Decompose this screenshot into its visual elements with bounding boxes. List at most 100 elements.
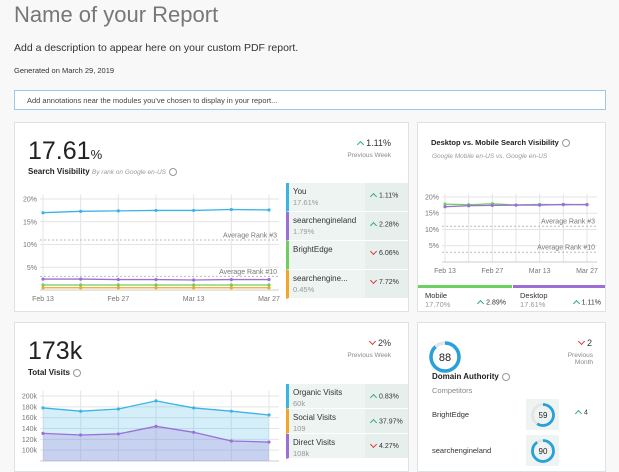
footer-value: 17.70% (425, 300, 451, 309)
legend-value: 109 (293, 424, 306, 433)
point (154, 424, 158, 428)
point (192, 278, 196, 282)
y-tick-label: 20% (425, 194, 439, 201)
change-value: 1.11% (366, 138, 391, 148)
metric: 17.61% (28, 137, 102, 166)
point (267, 413, 271, 417)
legend-change: 0.83% (365, 384, 408, 408)
change-arrow (477, 299, 485, 308)
change-arrow (368, 338, 377, 346)
reference-label: Average Rank #3 (223, 232, 277, 239)
ring-label: 88 (439, 352, 451, 364)
point (41, 283, 45, 287)
point (41, 286, 45, 290)
y-tick-label: 140k (22, 426, 38, 433)
competitor-name: BrightEdge (432, 410, 470, 419)
point (79, 409, 83, 413)
point (267, 440, 271, 444)
mobile-desktop-card: Desktop vs. Mobile Search Visibility Goo… (417, 122, 606, 312)
point (490, 203, 494, 208)
help-icon[interactable] (561, 139, 570, 148)
report-title: Name of your Report (14, 2, 219, 27)
point (116, 209, 120, 213)
card-subtitle: Google Mobile en-US vs. Google en-US (432, 153, 548, 160)
point (443, 205, 447, 209)
legend-row: searchengine... 0.45% 7.72% (286, 270, 408, 299)
period: Previous Month (567, 352, 593, 366)
x-tick-label: Feb 13 (32, 296, 54, 303)
point (41, 431, 45, 435)
ring: 90 (531, 439, 555, 463)
change-value: 7.72% (379, 279, 399, 286)
annotation-box[interactable]: Add annotations near the modules you've … (14, 90, 606, 110)
report-description: Add a description to appear here on your… (14, 42, 299, 54)
point (229, 409, 233, 413)
point (79, 286, 83, 290)
change-value: 37.97% (379, 418, 403, 426)
metric-label: Total Visits (28, 368, 81, 377)
change-arrow (357, 141, 365, 149)
legend-change: 2.28% (365, 212, 408, 240)
footer-item: Mobile 17.70% 2.89% (418, 285, 512, 311)
y-tick-label: 20% (23, 197, 37, 204)
change-arrow (369, 192, 378, 201)
footer-value: 17.61% (520, 300, 546, 309)
x-tick-label: Mar 27 (258, 296, 280, 303)
x-tick-label: Feb 27 (481, 268, 503, 275)
legend-value: 1.79% (293, 227, 315, 236)
y-tick-label: 120k (22, 437, 38, 444)
legend-name: BrightEdge (293, 245, 333, 254)
point (116, 283, 120, 287)
point (154, 277, 158, 282)
legend: You 17.61% 1.11% searchengineland 1.79% 2.28%… (286, 183, 408, 311)
change-arrow (577, 338, 586, 346)
chart: 5% 10% 15% 20% Average Rank #3 Average Rank #… (23, 194, 280, 303)
legend-row: BrightEdge 6.06% (286, 241, 408, 270)
point (192, 286, 196, 290)
chart-footer: Mobile 17.70% 2.89% Desktop 17.61% 1.11% (418, 285, 605, 311)
point (116, 432, 120, 436)
point (443, 202, 447, 206)
y-tick-label: 15% (425, 211, 439, 218)
legend-change: 37.97% (365, 409, 408, 433)
y-tick-label: 5% (429, 243, 439, 250)
ring: 59 (531, 403, 555, 427)
point (79, 283, 83, 287)
point (229, 283, 233, 287)
change: 2 (577, 338, 592, 348)
total-visits-card: 173k Total Visits 2% Previous Week 100k 1… (14, 322, 409, 472)
point (514, 203, 518, 207)
y-tick-label: 10% (425, 227, 439, 234)
point (229, 286, 233, 290)
point (116, 277, 120, 282)
legend: Organic Visits 60k 0.83% Social Visits 109 37… (286, 384, 408, 471)
point (267, 283, 271, 287)
legend-row: Social Visits 109 37.97% (286, 409, 408, 434)
label: Domain Authority (432, 372, 499, 381)
domain-authority-card: 88 Domain Authority Competitors 2 Previo… (417, 322, 606, 472)
point (41, 277, 45, 281)
change-arrow (574, 409, 583, 418)
metric-value: 173k (28, 337, 83, 365)
point (116, 286, 120, 290)
change-arrow (369, 247, 378, 255)
sublabel: By rank on Google en-US (91, 169, 166, 176)
x-tick-label: Feb 13 (434, 268, 456, 275)
reference-label: Average Rank #10 (219, 269, 277, 276)
help-icon[interactable] (501, 372, 510, 381)
change: 1.11% (357, 138, 391, 149)
competitor-name: searchengineland (432, 446, 492, 455)
ring-value (531, 403, 555, 427)
legend-name: Organic Visits (293, 388, 343, 397)
change-value: 4 (584, 409, 588, 417)
generated-date: Generated on March 29, 2019 (14, 66, 115, 75)
legend-name: searchengineland (293, 216, 357, 225)
help-icon[interactable] (168, 167, 177, 176)
y-tick-label: 180k (22, 404, 38, 411)
reference-label: Average Rank #3 (541, 219, 595, 226)
help-icon[interactable] (72, 368, 81, 377)
point (154, 399, 158, 403)
legend-name: searchengine... (293, 274, 348, 283)
legend-value: 108k (293, 449, 310, 458)
competitors: BrightEdge 59 4 searchengineland 90 (418, 397, 605, 471)
